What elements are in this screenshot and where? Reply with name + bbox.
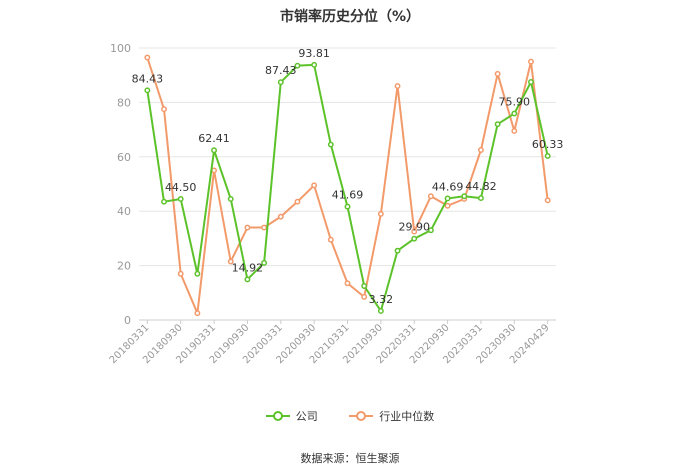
- data-point-0-21: [494, 121, 501, 128]
- data-label: 44.82: [465, 180, 497, 193]
- data-point-0-13: [361, 283, 368, 289]
- data-point-1-7: [261, 224, 268, 231]
- y-tick-label: 20: [117, 260, 131, 273]
- data-point-1-13: [361, 293, 368, 300]
- legend-swatch-industry-median: [349, 411, 374, 421]
- y-tick-label: 40: [117, 205, 131, 218]
- data-label: 93.81: [298, 47, 330, 60]
- data-point-0-24: [544, 152, 551, 159]
- data-point-1-2: [177, 270, 184, 277]
- data-point-1-18: [444, 202, 451, 209]
- data-point-0-23: [528, 79, 534, 85]
- data-point-1-10: [311, 182, 318, 189]
- y-tick-label: 100: [110, 42, 131, 55]
- data-point-0-7: [261, 259, 268, 266]
- y-tick-label: 60: [117, 151, 131, 164]
- data-point-1-21: [494, 70, 501, 77]
- axes: 0204060801002018033120180930201903312019…: [108, 42, 556, 366]
- y-tick-label: 0: [124, 314, 131, 327]
- data-point-1-12: [344, 280, 351, 287]
- data-source: 数据来源：恒生聚源: [300, 452, 400, 465]
- data-point-0-9: [294, 62, 301, 69]
- data-point-1-5: [227, 258, 234, 265]
- data-point-1-9: [294, 198, 301, 205]
- data-point-0-18: [444, 195, 451, 202]
- data-point-0-1: [161, 198, 167, 205]
- data-point-0-17: [427, 227, 434, 234]
- legend-swatch-company: [265, 411, 290, 421]
- data-point-1-0: [144, 54, 151, 61]
- data-point-0-8: [277, 79, 284, 86]
- data-point-1-3: [194, 310, 201, 317]
- data-point-0-14: [377, 308, 384, 314]
- legend-item-industry-median[interactable]: 行业中位数: [349, 408, 434, 424]
- data-label: 62.41: [198, 132, 230, 145]
- data-point-0-6: [244, 276, 251, 283]
- legend-label-company: 公司: [295, 410, 318, 423]
- y-tick-label: 80: [117, 96, 131, 109]
- data-point-0-16: [411, 235, 418, 242]
- data-point-1-6: [244, 224, 251, 231]
- data-point-0-2: [177, 196, 184, 202]
- data-point-1-17: [427, 193, 434, 200]
- data-point-0-4: [211, 147, 218, 154]
- data-label: 84.43: [132, 72, 164, 85]
- data-point-1-16: [411, 228, 418, 235]
- data-point-0-12: [344, 203, 351, 210]
- data-point-0-3: [194, 270, 201, 277]
- data-label: 44.50: [165, 181, 197, 194]
- data-label: 60.33: [532, 138, 564, 151]
- legend: 公司 行业中位数: [0, 408, 700, 424]
- legend-item-company[interactable]: 公司: [265, 408, 318, 424]
- data-label: 3.32: [369, 293, 394, 306]
- data-point-1-24: [544, 197, 551, 204]
- series-lines: [144, 54, 551, 317]
- data-label: 75.90: [499, 96, 531, 109]
- data-point-0-10: [311, 61, 318, 68]
- grid-lines: [139, 47, 556, 267]
- data-point-0-22: [511, 110, 518, 117]
- data-point-0-15: [394, 247, 401, 254]
- data-label: 41.69: [332, 189, 364, 202]
- legend-label-industry-median: 行业中位数: [379, 410, 435, 423]
- data-point-0-0: [144, 87, 151, 94]
- data-point-1-23: [528, 58, 534, 65]
- data-point-0-11: [327, 141, 334, 148]
- data-point-0-20: [477, 195, 484, 202]
- data-point-1-8: [277, 213, 284, 220]
- data-point-1-1: [161, 106, 167, 113]
- data-label: 29.90: [398, 221, 430, 234]
- data-point-1-22: [511, 128, 518, 134]
- data-label: 44.69: [432, 180, 464, 193]
- data-point-1-11: [327, 236, 334, 243]
- data-label: 14.92: [232, 261, 264, 274]
- data-point-0-19: [461, 193, 468, 200]
- data-label: 87.43: [265, 64, 297, 77]
- data-point-1-14: [377, 210, 384, 217]
- data-point-1-20: [477, 147, 484, 153]
- data-point-1-15: [394, 83, 401, 90]
- data-point-0-5: [227, 196, 234, 202]
- chart-title: 市销率历史分位（%）: [279, 9, 421, 25]
